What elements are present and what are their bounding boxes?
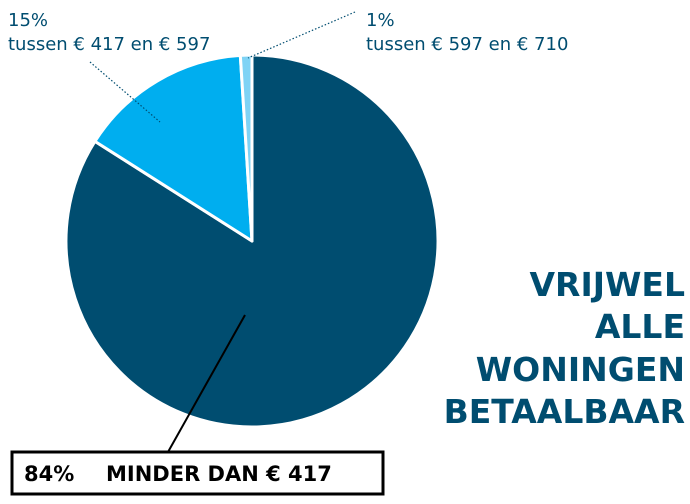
slice-label: MINDER DAN € 417 [106, 462, 332, 486]
title-line: ALLE [595, 307, 685, 346]
title-line: WONINGEN [476, 350, 685, 389]
value-label: 15% [8, 10, 48, 31]
slice-label: tussen € 597 en € 710 [366, 34, 568, 55]
label-box [10, 450, 385, 496]
slice-label: tussen € 417 en € 597 [8, 34, 210, 55]
leader-line [247, 11, 356, 59]
pie-slice [238, 53, 254, 243]
leader-line [89, 61, 161, 123]
value-label: 84% [24, 462, 74, 486]
pie [64, 53, 440, 429]
value-label: 1% [366, 10, 395, 31]
title-line: BETAALBAAR [444, 392, 685, 431]
title-line: VRIJWEL [530, 265, 685, 304]
leader-line [167, 314, 246, 453]
pie-slice [93, 53, 254, 243]
